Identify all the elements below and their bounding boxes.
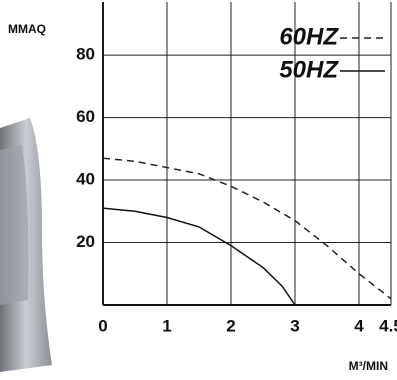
y-tick-label: 20 xyxy=(76,232,95,251)
y-tick-label: 40 xyxy=(76,170,95,189)
fan-photo-shade xyxy=(0,145,29,305)
legend-label: 50HZ xyxy=(279,56,339,83)
x-tick-label: 0 xyxy=(98,316,107,335)
line xyxy=(102,157,392,300)
y-tick-label: 80 xyxy=(76,45,95,64)
x-axis-label: M³/MIN xyxy=(349,359,388,373)
y-axis-label: MMAQ xyxy=(8,22,46,36)
y-tick-label: 60 xyxy=(76,107,95,126)
x-tick-label: 4.5 xyxy=(379,316,397,335)
x-tick-label: 1 xyxy=(162,316,171,335)
legend-label: 60HZ xyxy=(279,23,339,50)
x-tick-label: 4 xyxy=(354,316,364,335)
x-tick-label: 3 xyxy=(290,316,299,335)
line xyxy=(102,207,296,306)
x-tick-label: 2 xyxy=(226,316,235,335)
